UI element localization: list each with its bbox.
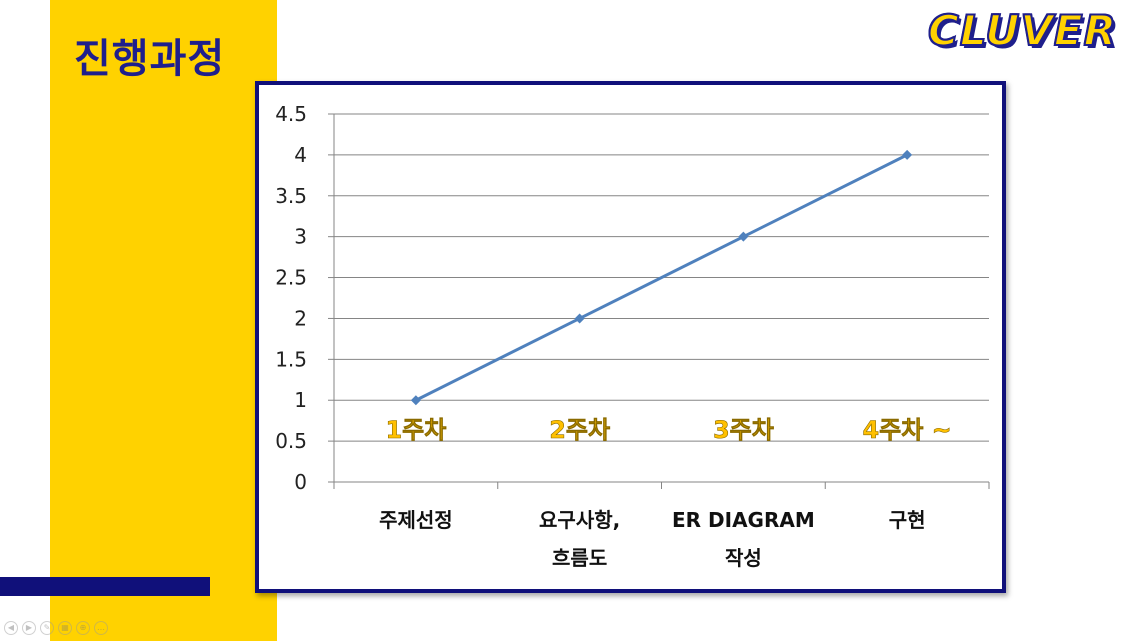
week-annotation: 1주차 xyxy=(385,416,446,444)
sidebar-band xyxy=(50,0,277,641)
x-tick-label: 구현 xyxy=(889,508,926,532)
y-tick-label: 0 xyxy=(294,470,307,494)
week-annotation: 3주차 xyxy=(713,416,774,444)
slide-title: 진행과정 xyxy=(74,36,226,82)
y-tick-label: 2.5 xyxy=(275,266,307,290)
line-chart: 0 0.5 1 1.5 2 2.5 3 3.5 4 4.5 주제선정 요구사항, 흐름도 ER DIAGR… xyxy=(275,102,990,570)
y-tick-label: 4 xyxy=(294,143,307,167)
decorative-stripe xyxy=(0,577,210,596)
x-tick-label: 흐름도 xyxy=(552,546,607,570)
data-point xyxy=(410,395,421,406)
grid-icon[interactable]: ▦ xyxy=(58,621,72,635)
x-tick-label: 요구사항, xyxy=(539,508,620,532)
y-tick-label: 0.5 xyxy=(275,429,307,453)
pen-icon[interactable]: ✎ xyxy=(40,621,54,635)
y-tick-label: 3.5 xyxy=(275,184,307,208)
y-tick-label: 4.5 xyxy=(275,102,307,126)
chart-frame: 0 0.5 1 1.5 2 2.5 3 3.5 4 4.5 주제선정 요구사항, 흐름도 ER DIAGR… xyxy=(255,81,1006,593)
next-icon[interactable]: ▶ xyxy=(22,621,36,635)
slideshow-controls: ◀ ▶ ✎ ▦ ⊕ … xyxy=(4,621,108,635)
cluver-logo: CLUVER xyxy=(927,5,1117,56)
y-tick-label: 1 xyxy=(294,388,307,412)
series-line xyxy=(415,153,908,402)
x-tick-label: ER DIAGRAM xyxy=(672,508,815,532)
data-point xyxy=(902,149,913,160)
more-icon[interactable]: … xyxy=(94,621,108,635)
y-tick-label: 1.5 xyxy=(275,347,307,371)
x-tick-label: 주제선정 xyxy=(379,508,453,532)
data-point xyxy=(738,231,749,242)
zoom-icon[interactable]: ⊕ xyxy=(76,621,90,635)
week-annotation: 2주차 xyxy=(549,416,610,444)
x-tick-label: 작성 xyxy=(725,546,762,570)
y-tick-label: 3 xyxy=(294,225,307,249)
prev-icon[interactable]: ◀ xyxy=(4,621,18,635)
y-tick-label: 2 xyxy=(294,306,307,330)
week-annotation: 4주차 ~ xyxy=(862,416,951,444)
data-point xyxy=(574,313,585,324)
